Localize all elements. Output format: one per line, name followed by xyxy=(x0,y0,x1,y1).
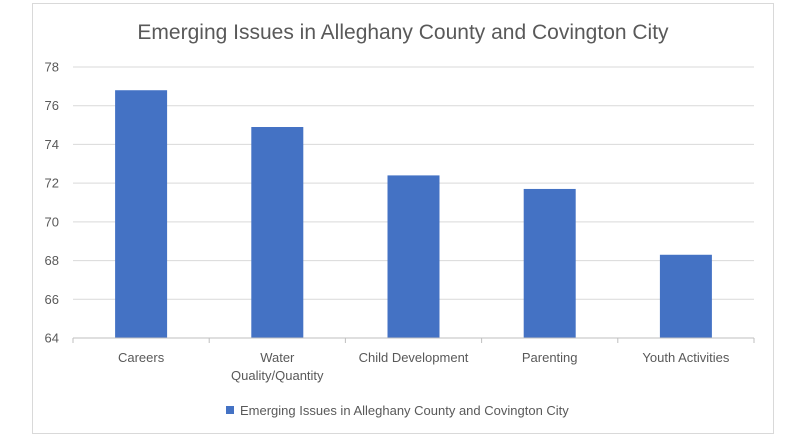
y-tick-label: 74 xyxy=(45,137,59,152)
chart-title: Emerging Issues in Alleghany County and … xyxy=(137,21,669,44)
legend-swatch xyxy=(226,406,234,414)
bars xyxy=(115,90,712,338)
y-tick-label: 66 xyxy=(45,292,59,307)
x-category-label: Water Quality/Quantity xyxy=(231,350,324,383)
grid-lines xyxy=(73,66,754,300)
legend-label: Emerging Issues in Alleghany County and … xyxy=(240,403,569,418)
x-axis xyxy=(72,337,755,343)
x-category-label: Parenting xyxy=(522,350,578,365)
bar-child-development xyxy=(387,175,440,338)
y-tick-label: 68 xyxy=(45,253,59,268)
y-tick-label: 70 xyxy=(45,214,59,229)
bar-parenting xyxy=(523,188,576,338)
y-tick-label: 76 xyxy=(45,98,59,113)
legend: Emerging Issues in Alleghany County and … xyxy=(226,403,569,418)
y-tick-label: 64 xyxy=(45,331,59,346)
y-tick-label: 72 xyxy=(45,176,59,191)
y-tick-label: 78 xyxy=(45,60,59,75)
x-category-label: Child Development xyxy=(359,350,469,365)
bar-water-quality-quantity xyxy=(251,127,304,338)
x-category-label: Youth Activities xyxy=(642,350,729,365)
bar-careers xyxy=(115,90,168,338)
x-axis-categories: Careers Water Quality/Quantity Child Develo… xyxy=(118,350,730,383)
bar-youth-activities xyxy=(659,254,712,338)
x-category-label: Careers xyxy=(118,350,165,365)
y-axis-ticks: 64 66 68 70 72 74 76 78 xyxy=(45,60,59,346)
